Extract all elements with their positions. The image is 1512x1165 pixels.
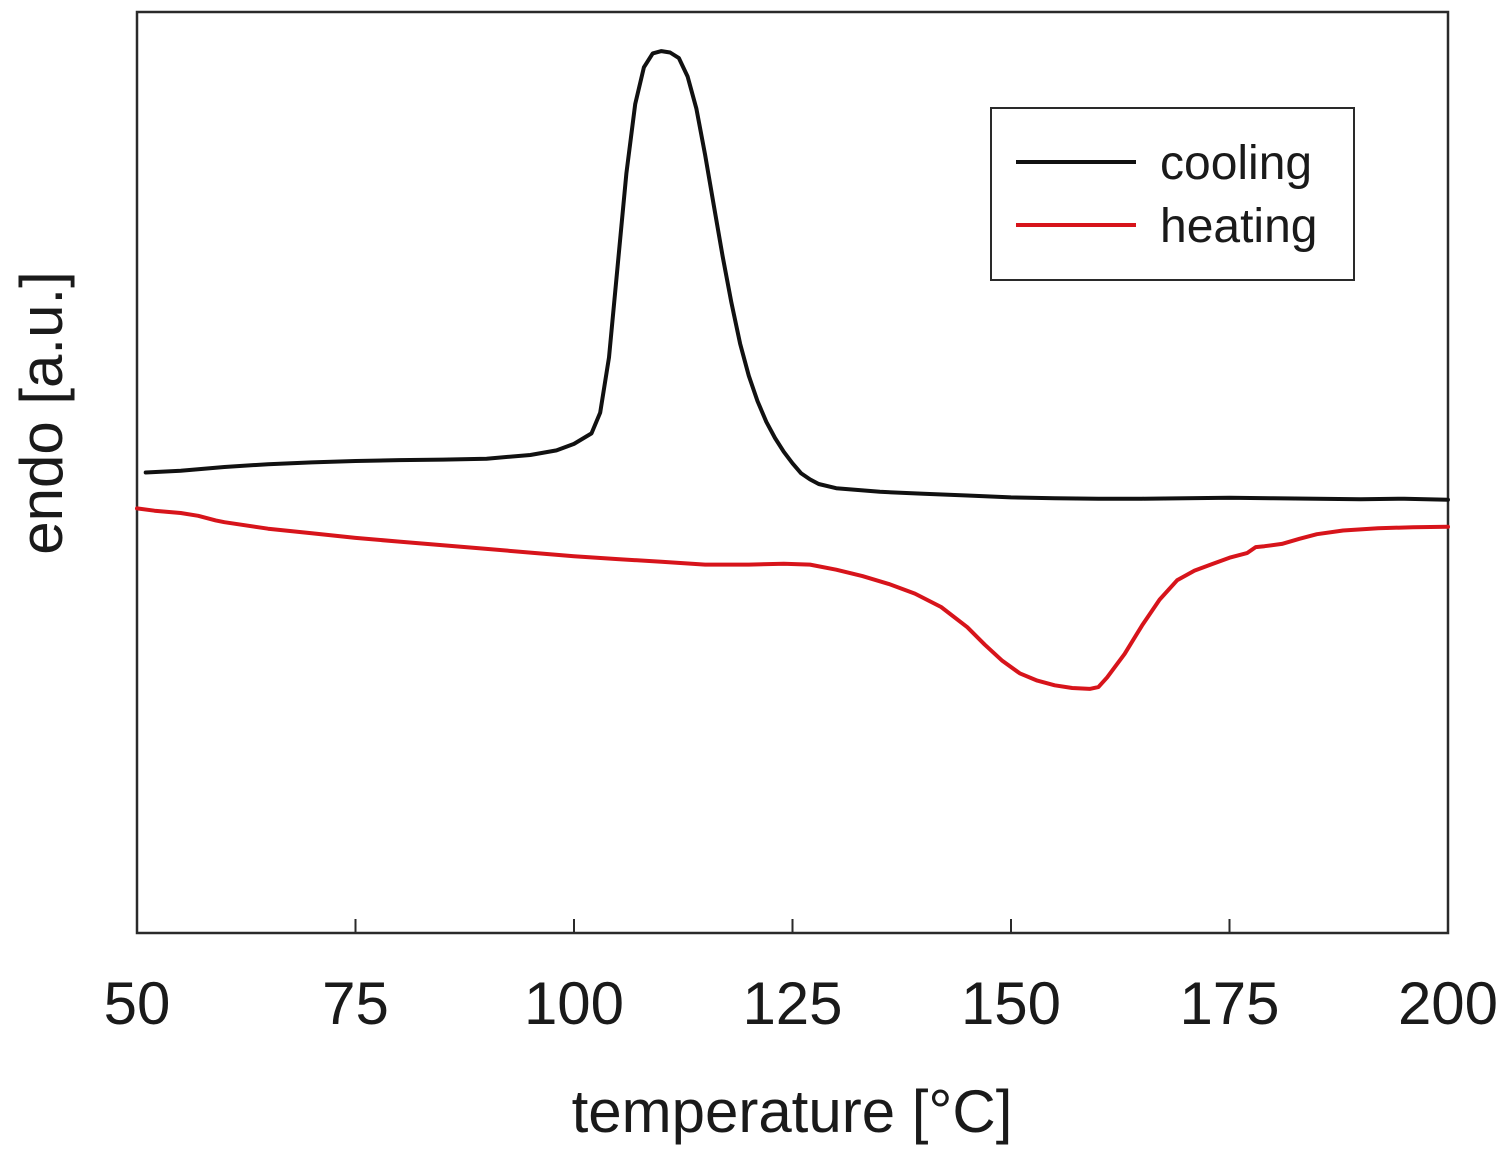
x-tick-label: 125: [742, 970, 842, 1037]
series-line-cooling: [143, 49, 1450, 502]
series-layer: [135, 49, 1450, 691]
legend-label-cooling: cooling: [1160, 137, 1312, 190]
x-tick-label: 175: [1179, 970, 1279, 1037]
x-tick-label: 200: [1398, 970, 1498, 1037]
x-axis-label: temperature [°C]: [572, 1078, 1013, 1145]
x-tick-label: 75: [322, 970, 389, 1037]
x-axis-ticks: [136, 919, 1449, 933]
x-axis-tick-labels: 50 75 100 125 150 175 200: [104, 970, 1498, 1037]
x-tick-label: 150: [961, 970, 1061, 1037]
series-line-heating: [135, 506, 1450, 691]
legend: cooling heating: [990, 107, 1355, 281]
x-tick-label: 50: [104, 970, 171, 1037]
legend-label-heating: heating: [1160, 200, 1317, 253]
legend-box: [990, 107, 1355, 281]
y-axis-label: endo [a.u.]: [8, 271, 75, 555]
x-tick-label: 100: [524, 970, 624, 1037]
